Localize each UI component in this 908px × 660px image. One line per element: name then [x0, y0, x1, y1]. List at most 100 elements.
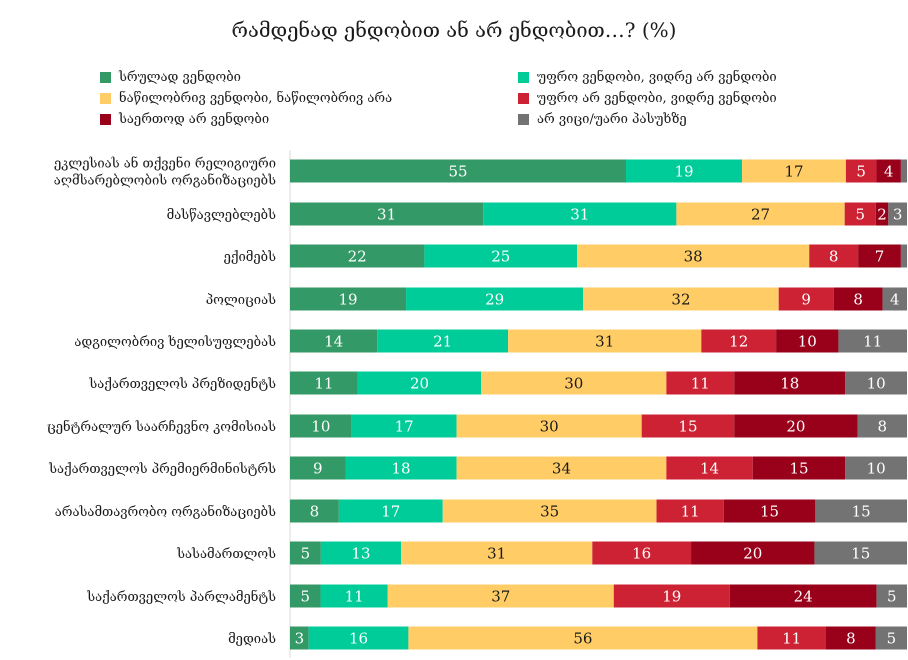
- data-label: 5: [300, 588, 310, 606]
- bar-segment: [625, 159, 743, 183]
- bar-segment: [290, 371, 358, 395]
- bar-segment: [814, 541, 907, 565]
- data-label: 10: [311, 418, 330, 436]
- bar-segment: [656, 499, 724, 523]
- category-label: ექიმებს: [224, 250, 277, 265]
- data-label: 14: [700, 460, 719, 478]
- bar-segment: [676, 202, 845, 226]
- bar-segment: [345, 456, 457, 480]
- bar-segment: [858, 244, 901, 268]
- bar-segment: [456, 456, 667, 480]
- bar-segment: [442, 499, 657, 523]
- bar-segment: [481, 371, 667, 395]
- legend-label: ნაწილობრივ ვენდობი, ნაწილობრივ არა: [119, 90, 393, 106]
- bar-segment: [320, 541, 402, 565]
- data-label: 10: [867, 460, 886, 478]
- data-label: 14: [324, 333, 343, 351]
- data-label: 9: [801, 291, 811, 309]
- bar-segment: [290, 202, 484, 226]
- data-label: 18: [392, 460, 411, 478]
- category-label: საქართველოს პრემიერმინისტრს: [48, 461, 276, 477]
- bar-segment: [666, 456, 753, 480]
- category-label: მედიას: [228, 632, 276, 647]
- data-label: 3: [295, 630, 305, 648]
- data-label: 31: [595, 333, 614, 351]
- bar-segment: [734, 414, 858, 438]
- legend-item-2: უფრო ვენდობი, ვიდრე არ ვენდობი: [518, 69, 777, 85]
- bar-segment: [290, 626, 309, 650]
- data-label: 30: [564, 375, 583, 393]
- data-label: 38: [684, 248, 703, 266]
- bar-segment: [290, 499, 339, 523]
- category-label: საქართველოს პარლამენტს: [86, 589, 276, 605]
- data-label: 27: [751, 206, 770, 224]
- bar-segment: [876, 584, 907, 608]
- legend-item-1: სრულად ვენდობი: [100, 69, 241, 85]
- category-label: აღმსარებლობის ორგანიზაციებს: [54, 173, 276, 189]
- data-label: 8: [853, 291, 863, 309]
- data-label: 3: [893, 206, 903, 224]
- bar-segment: [845, 159, 877, 183]
- legend-swatch: [518, 71, 529, 83]
- bar-segment: [483, 202, 677, 226]
- data-label: 8: [829, 248, 839, 266]
- data-label: 31: [570, 206, 589, 224]
- data-label: 11: [691, 375, 710, 393]
- legend-swatch: [518, 92, 529, 104]
- bar-segment: [844, 202, 876, 226]
- bar-segment: [833, 287, 883, 311]
- data-label: 16: [632, 545, 651, 563]
- data-label: 31: [487, 545, 506, 563]
- legend-item-5: საერთოდ არ ვენდობი: [100, 111, 269, 127]
- data-label: 20: [743, 545, 762, 563]
- data-label: 8: [878, 418, 888, 436]
- data-label: 5: [887, 588, 897, 606]
- bar-segment: [757, 626, 826, 650]
- data-label: 18: [780, 375, 799, 393]
- legend-label: უფრო ვენდობი, ვიდრე არ ვენდობი: [537, 69, 777, 85]
- data-label: 5: [887, 630, 897, 648]
- data-label: 11: [681, 503, 700, 521]
- bar-segment: [666, 371, 735, 395]
- bar-segment: [691, 541, 815, 565]
- data-label: 21: [433, 333, 452, 351]
- bar-segment: [701, 329, 777, 353]
- bar-segment: [357, 371, 482, 395]
- category-label: პოლიციას: [206, 293, 276, 308]
- bar-segment: [809, 244, 859, 268]
- legend-label: საერთოდ არ ვენდობი: [119, 111, 270, 127]
- bar-segment: [723, 499, 816, 523]
- bar-segment: [888, 202, 907, 226]
- bar-segment: [641, 414, 735, 438]
- bar-segment: [882, 287, 907, 311]
- data-label: 11: [345, 588, 364, 606]
- data-label: 15: [678, 418, 697, 436]
- data-label: 15: [789, 460, 808, 478]
- data-label: 34: [552, 460, 571, 478]
- data-label: 15: [760, 503, 779, 521]
- data-label: 17: [784, 163, 803, 181]
- bar-segment: [875, 202, 889, 226]
- legend-label: სრულად ვენდობი: [119, 69, 241, 85]
- data-label: 11: [863, 333, 882, 351]
- data-label: 4: [884, 163, 894, 181]
- data-label: 5: [301, 545, 311, 563]
- bar-segment: [857, 414, 907, 438]
- data-label: 9: [313, 460, 323, 478]
- bar-segment: [290, 456, 346, 480]
- bar-segment: [351, 414, 457, 438]
- data-label: 35: [540, 503, 559, 521]
- bar-segment: [338, 499, 443, 523]
- category-label: არასამთავრობო ორგანიზაციებს: [55, 504, 276, 520]
- legend-item-3: ნაწილობრივ ვენდობი, ნაწილობრივ არა: [100, 90, 392, 106]
- data-label: 25: [491, 248, 510, 266]
- legend-swatch: [518, 113, 529, 125]
- data-label: 32: [671, 291, 690, 309]
- bar-segment: [583, 287, 779, 311]
- bar-segment: [845, 456, 907, 480]
- data-label: 30: [540, 418, 559, 436]
- data-label: 5: [855, 206, 865, 224]
- bar-segment: [900, 244, 907, 268]
- category-label: საქართველოს პრეზიდენტს: [88, 376, 276, 392]
